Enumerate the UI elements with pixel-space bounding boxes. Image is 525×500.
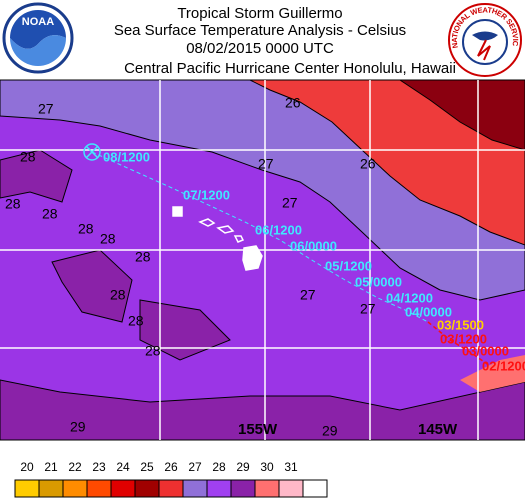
color-scale-label: 26 [164,460,178,474]
color-scale-box [14,479,40,498]
track-label: 02/1200 [482,358,525,373]
noaa-logo-text: NOAA [22,16,54,28]
color-scale-box [38,479,64,498]
storm-position-marker [83,143,101,161]
contour-label: 28 [128,313,144,329]
contour-label: 28 [135,249,151,265]
track-label: 05/1200 [325,258,372,273]
color-scale-label: 25 [140,460,154,474]
color-scale-box [254,479,280,498]
contour-label: 28 [20,149,36,165]
color-scale-label: 23 [92,460,106,474]
track-label: 03/1500 [437,317,484,332]
contour-label: 27 [258,156,274,172]
subtitle: Sea Surface Temperature Analysis - Celsi… [114,22,406,39]
track-label: 05/0000 [355,274,402,289]
track-label: 03/0000 [462,343,509,358]
sst-29-area [0,379,525,441]
contour-label: 27 [282,195,298,211]
color-scale-box [134,479,160,498]
contour-label: 27 [300,287,316,303]
map [0,79,525,441]
storm-track [91,151,429,323]
contour-label: 28 [5,196,21,212]
contour-label: 26 [285,95,301,111]
contour-label: 29 [322,423,338,439]
track-label: 08/1200 [103,149,150,164]
contour-label: 26 [360,156,376,172]
color-scale-label: 28 [212,460,226,474]
color-scale-box [158,479,184,498]
color-scale-label: 27 [188,460,202,474]
contour-label: 28 [110,287,126,303]
track-label: 07/1200 [183,187,230,202]
color-scale-label: 24 [116,460,130,474]
sst-25-area [398,79,525,151]
track-label: 03/1200 [440,331,487,346]
color-scale-label: 31 [284,460,298,474]
sst-30-area [460,355,525,392]
contour-label: 29 [70,419,86,435]
storm-track [427,321,491,367]
color-scale-box [302,479,328,498]
color-scale-box [110,479,136,498]
color-scale-box [182,479,208,498]
contour-label: 28 [42,206,58,222]
title: Tropical Storm Guillermo [177,5,342,22]
color-scale-box [62,479,88,498]
contour-label: 28 [78,221,94,237]
contour-label: 28 [145,343,161,359]
noaa-logo: NOAA [2,2,74,74]
track-label: 06/1200 [255,222,302,237]
color-scale-label: 20 [20,460,34,474]
track-label: 04/0000 [405,304,452,319]
track-label: 04/1200 [386,290,433,305]
center: Central Pacific Hurricane Center Honolul… [124,60,456,77]
color-scale-label: 29 [236,460,250,474]
track-label: 06/0000 [290,238,337,253]
contour-label: 27 [38,101,54,117]
color-scale: 20 21 22 23 24 25 26 27 28 29 30 31 [14,460,328,498]
sst-26-area [249,79,525,246]
hawaiian-islands [172,206,263,271]
sst-29-area [139,299,231,361]
color-scale-label: 21 [44,460,58,474]
color-scale-label: 22 [68,460,82,474]
contour-label: 27 [360,301,376,317]
contour-label: 28 [100,231,116,247]
color-scale-box [206,479,232,498]
longitude-label: 155W [238,421,278,438]
color-scale-box [278,479,304,498]
datetime: 08/02/2015 0000 UTC [186,40,334,57]
color-scale-box [230,479,256,498]
color-scale-label: 30 [260,460,274,474]
longitude-label: 145W [418,421,458,438]
color-scale-box [86,479,112,498]
